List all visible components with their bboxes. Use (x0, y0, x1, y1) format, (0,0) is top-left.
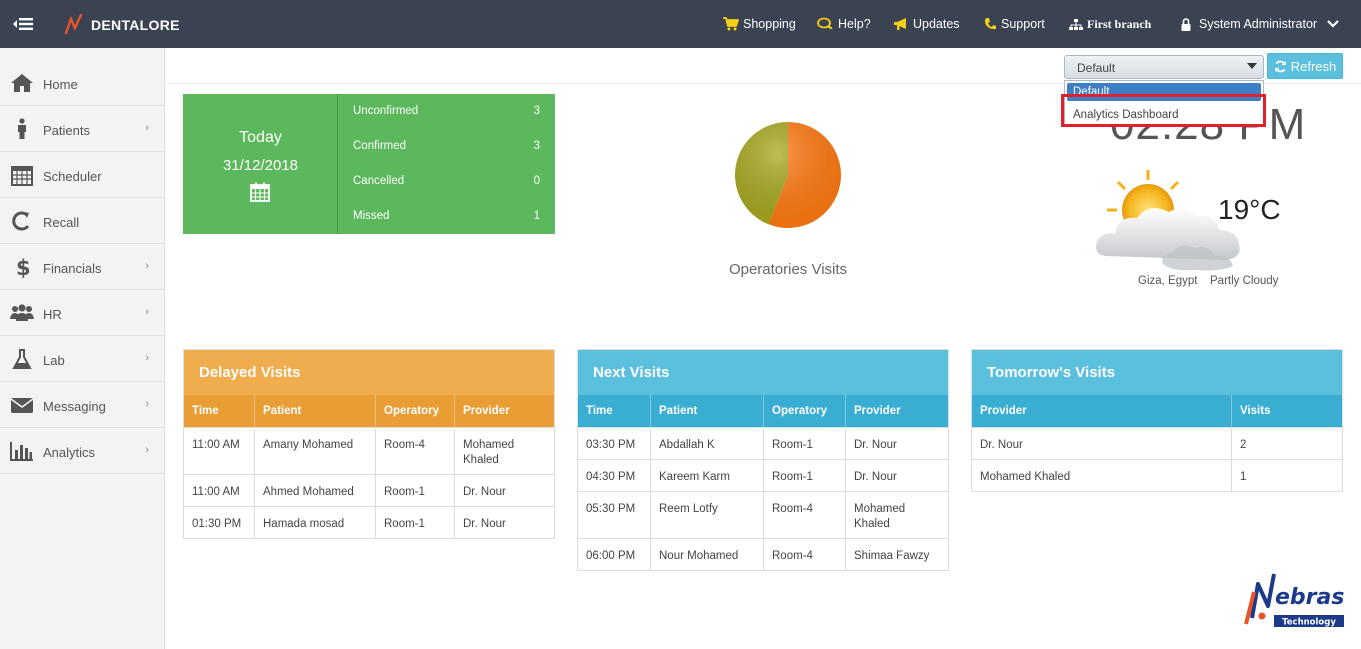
sidebar: Home Patients › Scheduler Recall $ Finan… (0, 48, 165, 649)
highlight-box (1061, 94, 1266, 127)
dashboard-option-analytics[interactable]: Analytics Dashboard (1073, 109, 1179, 121)
sidebar-item-analytics[interactable]: Analytics › (0, 428, 165, 474)
calendar-icon (11, 166, 33, 186)
delayed-visits-header: Time Patient Operatory Provider (184, 395, 554, 427)
flask-icon (12, 349, 32, 369)
tomorrow-visits-header: Provider Visits (972, 395, 1342, 427)
updates-link[interactable]: Updates (893, 17, 960, 31)
table-row[interactable]: 04:30 PM Kareem Karm Room-1 Dr. Nour (578, 459, 948, 491)
phone-icon (985, 18, 996, 30)
stat-missed[interactable]: Missed 1 (353, 210, 540, 222)
delayed-visits-panel: Delayed Visits Time Patient Operatory Pr… (183, 349, 555, 539)
support-link[interactable]: Support (984, 17, 1045, 31)
table-row[interactable]: Mohamed Khaled 1 (972, 459, 1342, 491)
megaphone-icon (894, 18, 906, 30)
user-icon (18, 118, 26, 139)
today-date: 31/12/2018 (222, 157, 299, 174)
home-icon (11, 74, 33, 92)
table-row[interactable]: 01:30 PM Hamada mosad Room-1 Dr. Nour (184, 506, 554, 538)
chevron-right-icon: › (145, 122, 149, 134)
chevron-right-icon: › (145, 398, 149, 410)
sidebar-item-home[interactable]: Home (0, 60, 165, 106)
next-visits-panel: Next Visits Time Patient Operatory Provi… (577, 349, 949, 571)
sidebar-item-messaging[interactable]: Messaging › (0, 382, 165, 428)
recall-icon (12, 211, 30, 231)
stat-confirmed[interactable]: Confirmed 3 (353, 140, 540, 152)
chevron-right-icon: › (145, 306, 149, 318)
shopping-link[interactable]: Shopping (723, 17, 796, 31)
help-link[interactable]: Help? (817, 17, 871, 31)
pie-chart-title: Operatories Visits (728, 261, 848, 278)
pie-svg (735, 122, 841, 228)
dollar-icon: $ (16, 256, 31, 278)
table-row[interactable]: 03:30 PM Abdallah K Room-1 Dr. Nour (578, 427, 948, 459)
next-visits-title: Next Visits (578, 350, 948, 395)
branch-selector[interactable]: First branch (1069, 17, 1151, 32)
stat-cancelled[interactable]: Cancelled 0 (353, 175, 540, 187)
users-icon (10, 304, 34, 321)
dashboard-select[interactable]: Default (1064, 55, 1264, 79)
tomorrow-visits-title: Tomorrow's Visits (972, 350, 1342, 395)
weather-condition: Partly Cloudy (1210, 275, 1279, 287)
brand-logo-icon (64, 13, 84, 38)
sidebar-item-financials[interactable]: $ Financials › (0, 244, 165, 290)
nebras-logo-text: ebras (1275, 585, 1344, 610)
sidebar-item-hr[interactable]: HR › (0, 290, 165, 336)
nebras-logo-sub: Technology (1282, 618, 1336, 628)
today-summary: Today 31/12/2018 Unconfirmed 3 Confirmed… (183, 94, 555, 234)
envelope-icon (10, 398, 34, 413)
sidebar-item-recall[interactable]: Recall (0, 198, 165, 244)
brand-name[interactable]: DENTALORE (91, 17, 180, 33)
today-date-block: Today 31/12/2018 (183, 94, 338, 234)
chevron-right-icon: › (145, 260, 149, 272)
table-row[interactable]: Dr. Nour 2 (972, 427, 1342, 459)
sitemap-icon (1069, 18, 1083, 30)
operatories-pie-chart (733, 120, 843, 230)
dashboard-options-list: Default Analytics Dashboard (1064, 80, 1264, 126)
svg-text:$: $ (16, 256, 31, 278)
calendar-icon[interactable] (250, 182, 270, 202)
bar-chart-icon (10, 442, 33, 461)
user-menu[interactable]: System Administrator (1180, 17, 1339, 31)
partly-cloudy-icon (1096, 170, 1240, 271)
refresh-icon (1274, 60, 1286, 72)
chevron-right-icon: › (145, 444, 149, 456)
top-bar: DENTALORE Shopping Help? Updates Support (0, 0, 1361, 48)
temperature: 19°C (1218, 194, 1281, 225)
nebras-logo: ebras Technology (1238, 566, 1346, 630)
caret-down-icon (1247, 63, 1257, 69)
cart-icon (723, 17, 739, 31)
refresh-button[interactable]: Refresh (1267, 53, 1343, 79)
weather-location: Giza, Egypt (1138, 275, 1198, 287)
lock-icon (1181, 17, 1191, 31)
sidebar-item-lab[interactable]: Lab › (0, 336, 165, 382)
table-row[interactable]: 05:30 PM Reem Lotfy Room-4 Mohamed Khale… (578, 491, 948, 538)
stat-unconfirmed[interactable]: Unconfirmed 3 (353, 105, 540, 117)
chevron-right-icon: › (145, 352, 149, 364)
today-label: Today (239, 129, 282, 146)
menu-toggle-icon[interactable] (12, 14, 36, 34)
table-row[interactable]: 11:00 AM Ahmed Mohamed Room-1 Dr. Nour (184, 474, 554, 506)
sidebar-item-patients[interactable]: Patients › (0, 106, 165, 152)
table-row[interactable]: 06:00 PM Nour Mohamed Room-4 Shimaa Fawz… (578, 538, 948, 570)
delayed-visits-title: Delayed Visits (184, 350, 554, 395)
next-visits-header: Time Patient Operatory Provider (578, 395, 948, 427)
chevron-down-icon (1327, 20, 1339, 28)
sidebar-item-scheduler[interactable]: Scheduler (0, 152, 165, 198)
tomorrow-visits-panel: Tomorrow's Visits Provider Visits Dr. No… (971, 349, 1343, 492)
table-row[interactable]: 11:00 AM Amany Mohamed Room-4 Mohamed Kh… (184, 427, 554, 474)
chat-icon (817, 17, 833, 29)
